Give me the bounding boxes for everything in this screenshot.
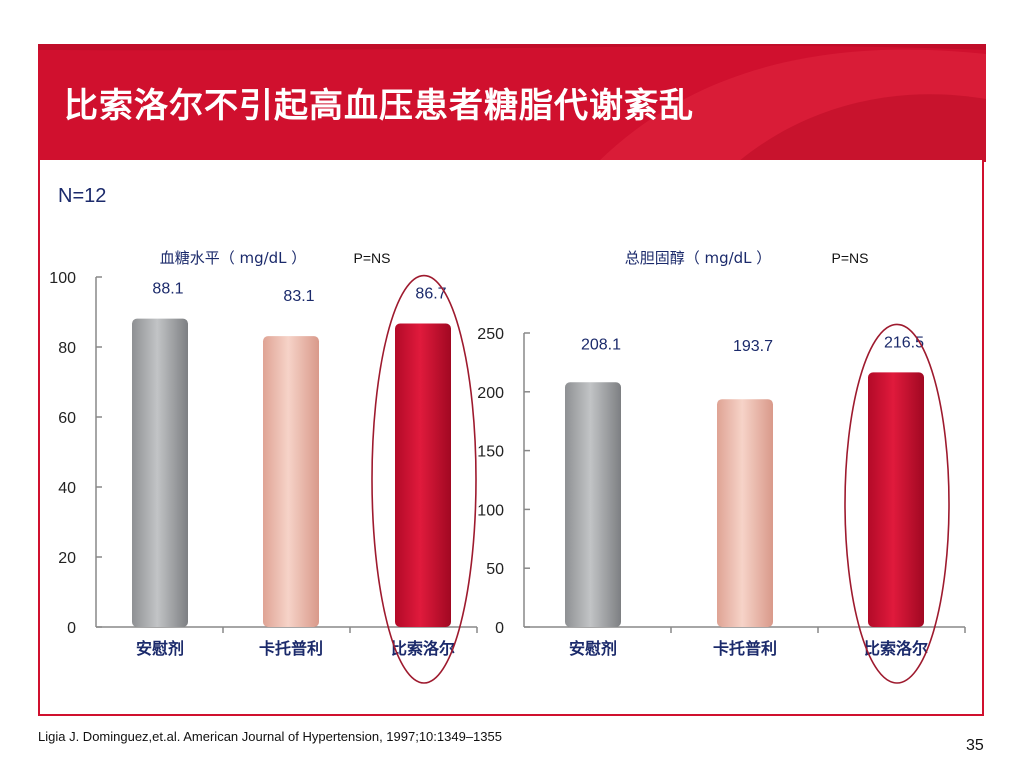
chart1-bar <box>263 336 319 627</box>
chart2-y-tick-label: 150 <box>477 444 504 461</box>
chart1-y-tick-label: 0 <box>67 620 76 637</box>
chart1-y-tick-label: 20 <box>58 550 76 567</box>
chart2-value-label: 216.5 <box>884 334 924 351</box>
chart1-y-tick-label: 60 <box>58 410 76 427</box>
chart2-category-label: 安慰剂 <box>569 639 617 658</box>
chart2-y-tick-label: 100 <box>477 502 504 519</box>
page-number: 35 <box>966 737 984 754</box>
title-banner <box>38 44 986 162</box>
chart1-bar <box>395 323 451 627</box>
chart1-highlight-ellipse <box>371 274 477 684</box>
chart2-title: 总胆固醇（ mg/dL ） <box>625 249 772 267</box>
citation: Ligia J. Dominguez,et.al. American Journ… <box>38 729 502 744</box>
chart2-y-tick-label: 200 <box>477 385 504 402</box>
chart2-y-tick-label: 50 <box>486 561 504 578</box>
chart2-category-label: 比索洛尔 <box>864 639 928 658</box>
chart2-y-tick-label: 0 <box>495 620 504 637</box>
chart1-p-value: P=NS <box>354 250 391 266</box>
chart1-value-label: 86.7 <box>415 286 446 303</box>
chart1-value-label: 88.1 <box>152 281 183 298</box>
chart1-title: 血糖水平（ mg/dL ） <box>160 249 307 267</box>
chart1-y-tick-label: 100 <box>49 270 76 287</box>
chart2-value-label: 193.7 <box>733 338 773 355</box>
banner-swoosh <box>38 44 986 162</box>
chart2-bar <box>565 382 621 627</box>
chart1-category-label: 比索洛尔 <box>391 639 455 658</box>
chart2-highlight-ellipse <box>844 323 950 684</box>
chart2-bar <box>868 372 924 627</box>
chart1-y-tick-label: 80 <box>58 340 76 357</box>
chart2-category-label: 卡托普利 <box>713 639 777 658</box>
chart2-value-label: 208.1 <box>581 336 621 353</box>
chart2-y-tick-label: 250 <box>477 326 504 343</box>
chart1-y-tick-label: 40 <box>58 480 76 497</box>
chart1-value-label: 83.1 <box>283 288 314 305</box>
chart2-bar <box>717 399 773 627</box>
content-frame <box>38 160 984 716</box>
chart1-category-label: 安慰剂 <box>136 639 184 658</box>
chart1-bar <box>132 318 188 627</box>
chart2-p-value: P=NS <box>832 250 869 266</box>
slide-title: 比索洛尔不引起高血压患者糖脂代谢紊乱 <box>64 86 694 126</box>
chart1-category-label: 卡托普利 <box>259 639 323 658</box>
sample-size-label: N=12 <box>58 185 107 207</box>
